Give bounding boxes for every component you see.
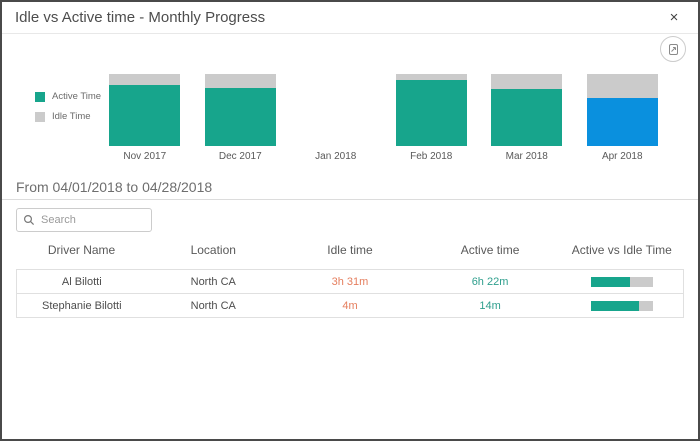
chart-column[interactable] — [193, 74, 289, 146]
stacked-bar[interactable] — [204, 74, 276, 146]
export-button[interactable] — [660, 36, 686, 62]
drivers-table: Driver Name Location Idle time Active time A… — [16, 240, 684, 318]
stacked-bar[interactable] — [109, 74, 181, 146]
bar-segment-active[interactable] — [204, 87, 276, 146]
title-bar: Idle vs Active time - Monthly Progress × — [2, 2, 698, 34]
export-icon — [667, 43, 680, 56]
legend-item: Active Time — [35, 91, 101, 102]
active-vs-idle-progress-bar — [590, 276, 653, 287]
chart-x-tick-label: Apr 2018 — [601, 151, 643, 162]
bar-segment-active[interactable] — [395, 79, 467, 146]
active-time-cell: 6h 22m — [471, 275, 509, 288]
idle-time-cell: 3h 31m — [331, 275, 369, 288]
table-row[interactable]: Stephanie Bilotti North CA 4m 14m — [16, 293, 684, 318]
close-icon[interactable]: × — [664, 8, 684, 28]
column-header: Active time — [460, 243, 520, 257]
chart-legend: Active Time Idle Time — [35, 91, 101, 131]
bar-segment-idle[interactable] — [491, 74, 563, 90]
column-header: Idle time — [327, 243, 373, 257]
active-vs-idle-cell — [560, 270, 683, 294]
bar-segment-active[interactable] — [109, 84, 181, 146]
progress-bar-fill — [590, 276, 631, 287]
column-header: Active vs Idle Time — [571, 243, 672, 257]
driver-name-cell: Al Bilotti — [61, 275, 102, 288]
search-input[interactable] — [41, 214, 145, 226]
active-time-cell: 14m — [479, 299, 501, 312]
chart-x-tick-label: Jan 2018 — [315, 151, 357, 162]
chart-column[interactable] — [288, 74, 384, 146]
period-header: From 04/01/2018 to 04/28/2018 — [2, 179, 698, 200]
legend-label: Active Time — [52, 91, 102, 102]
search-icon — [23, 214, 35, 226]
chart-x-tick-label: Nov 2017 — [123, 151, 167, 162]
column-header: Driver Name — [47, 243, 116, 257]
table-header-row: Driver Name Location Idle time Active time A… — [17, 240, 684, 270]
location-cell: North CA — [190, 275, 236, 288]
idle-time-cell: 4m — [342, 299, 358, 312]
page-title: Idle vs Active time - Monthly Progress — [15, 9, 266, 26]
location-cell: North CA — [190, 299, 236, 312]
column-header: Location — [190, 243, 236, 257]
legend-item: Idle Time — [35, 111, 101, 122]
driver-name-cell: Stephanie Bilotti — [42, 299, 122, 312]
legend-label: Idle Time — [52, 111, 91, 122]
legend-swatch-icon — [35, 91, 45, 102]
search-box[interactable] — [16, 208, 152, 232]
chart-column[interactable] — [479, 74, 575, 146]
bar-segment-active[interactable] — [491, 89, 563, 146]
progress-bar-fill — [590, 300, 639, 311]
active-vs-idle-progress-bar — [590, 300, 653, 311]
chart-plot-area — [97, 74, 670, 146]
bar-segment-idle[interactable] — [395, 74, 467, 80]
legend-swatch-icon — [35, 111, 45, 122]
chart-x-tick-label: Dec 2017 — [218, 151, 262, 162]
bar-segment-idle[interactable] — [204, 74, 276, 88]
stacked-bar[interactable] — [395, 74, 467, 146]
chart-column[interactable] — [575, 74, 671, 146]
bar-segment-active[interactable] — [586, 97, 658, 146]
chart-x-tick-label: Feb 2018 — [410, 151, 453, 162]
drivers-table-wrap: Driver Name Location Idle time Active time A… — [16, 240, 684, 318]
stacked-bar[interactable] — [491, 74, 563, 146]
chart-column[interactable] — [384, 74, 480, 146]
bar-segment-idle[interactable] — [586, 74, 658, 98]
chart-x-tick-label: Mar 2018 — [505, 151, 548, 162]
chart-column[interactable] — [97, 74, 193, 146]
stacked-bar[interactable] — [586, 74, 658, 146]
chart-x-axis-labels: Nov 2017 Dec 2017 Jan 2018 Feb 2018 Mar 2018… — [97, 151, 670, 162]
table-row[interactable]: Al Bilotti North CA 3h 31m 6h 22m — [16, 269, 684, 294]
bar-segment-idle[interactable] — [109, 74, 181, 85]
active-vs-idle-cell — [560, 294, 683, 318]
